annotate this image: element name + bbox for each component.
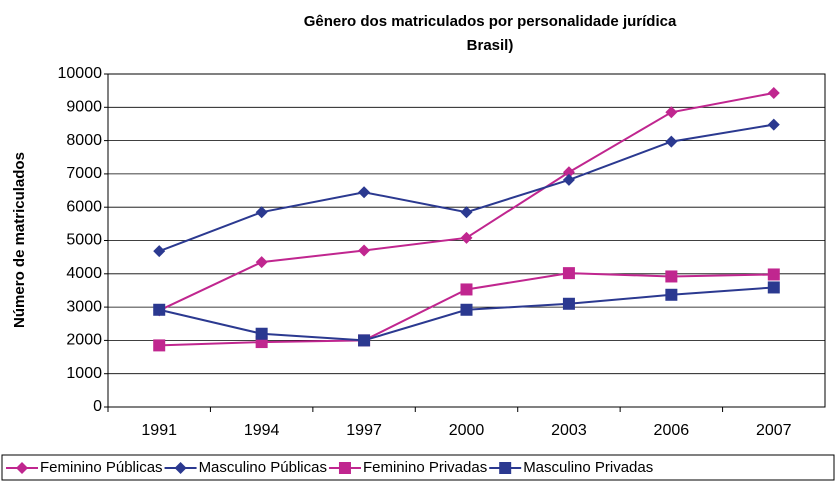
marker [499,462,512,474]
marker [767,281,780,294]
x-tick-label: 1994 [244,422,280,439]
legend-label: Masculino Públicas [199,459,327,476]
y-tick-label: 4000 [66,265,102,282]
legend-box [1,454,835,481]
marker [460,303,473,316]
x-tick-label: 2007 [756,422,792,439]
legend-label: Feminino Privadas [363,459,487,476]
y-tick-label: 3000 [66,298,102,315]
y-tick-label: 0 [93,398,102,415]
marker [255,206,268,219]
marker [460,231,473,244]
marker [255,327,268,340]
y-tick-label: 8000 [66,132,102,149]
marker [153,303,166,316]
y-axis-label: Número de matriculados [11,152,28,328]
marker [338,462,351,474]
marker [562,173,575,186]
plot-area [107,73,826,408]
marker [665,288,678,301]
marker [562,267,575,280]
x-tick-label: 2000 [449,422,485,439]
y-tick-label: 10000 [58,65,103,82]
chart-title: Brasil) [467,37,514,54]
x-tick-label: 2003 [551,422,587,439]
marker [358,244,371,257]
marker [767,118,780,131]
y-tick-label: 9000 [66,99,102,116]
marker [665,270,678,283]
marker [767,268,780,281]
marker [358,186,371,199]
marker [255,256,268,269]
marker [562,166,575,179]
legend-label: Masculino Privadas [523,459,653,476]
x-tick-label: 1997 [346,422,382,439]
marker [460,206,473,219]
marker [562,297,575,310]
marker [358,334,371,347]
marker [665,106,678,119]
legend-label: Feminino Públicas [40,459,163,476]
y-tick-label: 2000 [66,332,102,349]
chart-title: Gênero dos matriculados por personalidad… [304,13,677,30]
marker [153,245,166,258]
y-tick-label: 6000 [66,198,102,215]
y-tick-label: 1000 [66,365,102,382]
x-tick-label: 1991 [141,422,177,439]
marker [767,86,780,99]
x-tick-label: 2006 [654,422,690,439]
marker [174,462,187,474]
marker [16,462,28,474]
marker [460,283,473,296]
series-line [158,91,774,312]
y-tick-label: 7000 [66,165,102,182]
marker [153,339,166,352]
y-tick-label: 5000 [66,232,102,249]
marker [665,135,678,148]
